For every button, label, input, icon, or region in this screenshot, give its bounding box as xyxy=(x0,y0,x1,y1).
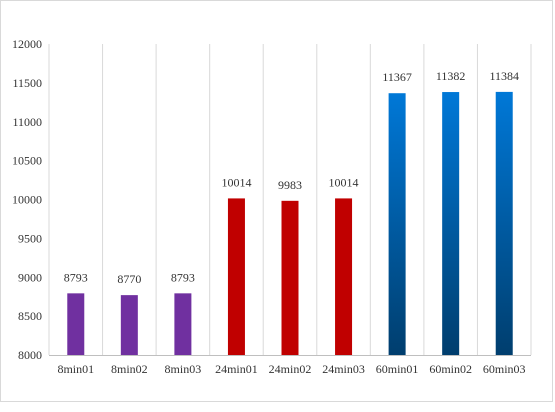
x-tick-label: 24min02 xyxy=(269,362,312,376)
bar xyxy=(442,92,460,355)
x-tick-label: 8min02 xyxy=(111,362,148,376)
bar xyxy=(67,293,85,355)
bar xyxy=(281,200,299,355)
y-tick-label: 12000 xyxy=(12,37,42,51)
x-tick-label: 24min01 xyxy=(215,362,258,376)
y-tick-label: 9500 xyxy=(18,231,42,245)
bar xyxy=(388,93,406,355)
bar xyxy=(227,198,245,355)
bar xyxy=(495,91,513,356)
data-label: 11384 xyxy=(489,69,519,83)
data-label: 10014 xyxy=(329,175,359,189)
x-tick-label: 8min03 xyxy=(165,362,202,376)
chart-area: 8793 8770 8793 10014 9983 10014 11367 11382 1138… xyxy=(0,0,553,402)
data-label: 11367 xyxy=(382,70,412,84)
data-label: 8793 xyxy=(64,270,88,284)
bar xyxy=(120,295,138,355)
bar-chart: 8793 8770 8793 10014 9983 10014 11367 11382 1138… xyxy=(12,37,532,376)
y-tick-label: 9000 xyxy=(18,270,42,284)
y-tick-label: 8000 xyxy=(18,348,42,362)
x-tick-label: 24min03 xyxy=(322,362,365,376)
bar xyxy=(174,293,192,355)
grid-lines xyxy=(48,44,532,355)
axes: 8min01 8min02 8min03 24min01 24min02 24min03 6… xyxy=(12,37,531,376)
x-tick-label: 60min03 xyxy=(483,362,526,376)
bar xyxy=(335,198,353,355)
x-tick-label: 60min01 xyxy=(376,362,419,376)
x-tick-label: 8min01 xyxy=(57,362,94,376)
y-tick-label: 10000 xyxy=(12,193,42,207)
y-tick-label: 10500 xyxy=(12,154,42,168)
data-label: 8793 xyxy=(171,270,195,284)
data-label: 10014 xyxy=(221,175,251,189)
data-label: 9983 xyxy=(278,178,302,192)
data-label: 8770 xyxy=(117,272,141,286)
data-labels: 8793 8770 8793 10014 9983 10014 11367 11382 1138… xyxy=(64,69,519,286)
bars xyxy=(67,91,513,356)
y-tick-label: 11000 xyxy=(12,115,42,129)
x-tick-label: 60min02 xyxy=(429,362,472,376)
y-tick-label: 8500 xyxy=(18,309,42,323)
data-label: 11382 xyxy=(436,69,466,83)
y-tick-label: 11500 xyxy=(12,76,42,90)
